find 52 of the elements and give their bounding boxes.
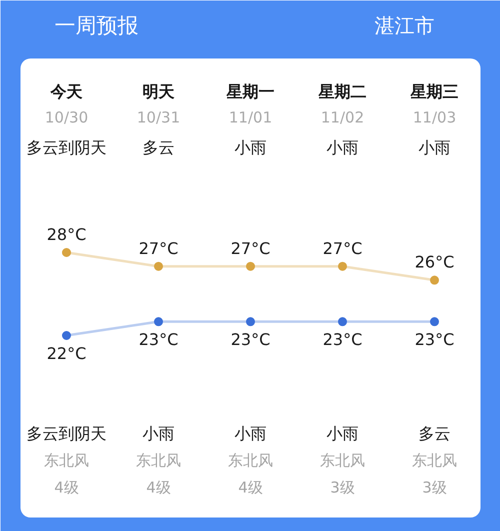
- data-label: 27°C: [138, 238, 178, 258]
- data-label: 27°C: [230, 238, 270, 258]
- point: [246, 317, 255, 326]
- text: 多云: [142, 138, 174, 157]
- text: 4级: [146, 478, 171, 496]
- text: 多云到阴天: [26, 138, 106, 157]
- text: 小雨: [326, 138, 358, 157]
- text: 4级: [54, 478, 79, 496]
- point: [338, 262, 347, 271]
- text: 10/30: [44, 108, 88, 126]
- x-tick-label: 星期一: [226, 82, 274, 101]
- text: 小雨: [234, 138, 266, 157]
- text: 4级: [238, 478, 263, 496]
- text: 小雨: [326, 424, 358, 443]
- point: [246, 262, 255, 271]
- point: [430, 276, 439, 285]
- text: 小雨: [142, 424, 174, 443]
- point: [154, 262, 163, 271]
- text: 东北风: [320, 452, 365, 470]
- text: 小雨: [418, 138, 450, 157]
- text: 11/02: [320, 108, 364, 126]
- text: 多云: [418, 424, 450, 443]
- point: [154, 317, 163, 326]
- point: [62, 248, 71, 257]
- text: 小雨: [234, 424, 266, 443]
- text: 多云到阴天: [26, 424, 106, 443]
- text: 11/03: [412, 108, 456, 126]
- data-label: 27°C: [322, 238, 362, 258]
- point: [62, 331, 71, 340]
- text: 东北风: [412, 452, 457, 470]
- data-label: 23°C: [138, 330, 178, 350]
- text: 10/31: [136, 108, 180, 126]
- data-label: 26°C: [414, 252, 454, 272]
- text: 东北风: [44, 452, 89, 470]
- chart-subtitle: 湛江市: [374, 14, 434, 38]
- data-label: 28°C: [46, 225, 86, 244]
- data-label: 23°C: [414, 330, 454, 350]
- point: [338, 317, 347, 326]
- x-tick-label: 星期三: [410, 82, 458, 101]
- point: [430, 317, 439, 326]
- data-label: 23°C: [230, 330, 270, 350]
- x-tick-label: 今天: [50, 82, 84, 101]
- data-label: 22°C: [46, 344, 86, 363]
- text: 东北风: [228, 452, 273, 470]
- text: 3级: [422, 478, 447, 496]
- data-label: 23°C: [322, 330, 362, 350]
- chart-title: 一周预报: [54, 14, 138, 38]
- text: 3级: [330, 478, 355, 496]
- text: 11/01: [228, 108, 272, 126]
- x-tick-label: 明天: [142, 82, 176, 101]
- text: 东北风: [136, 452, 181, 470]
- x-tick-label: 星期二: [318, 82, 366, 101]
